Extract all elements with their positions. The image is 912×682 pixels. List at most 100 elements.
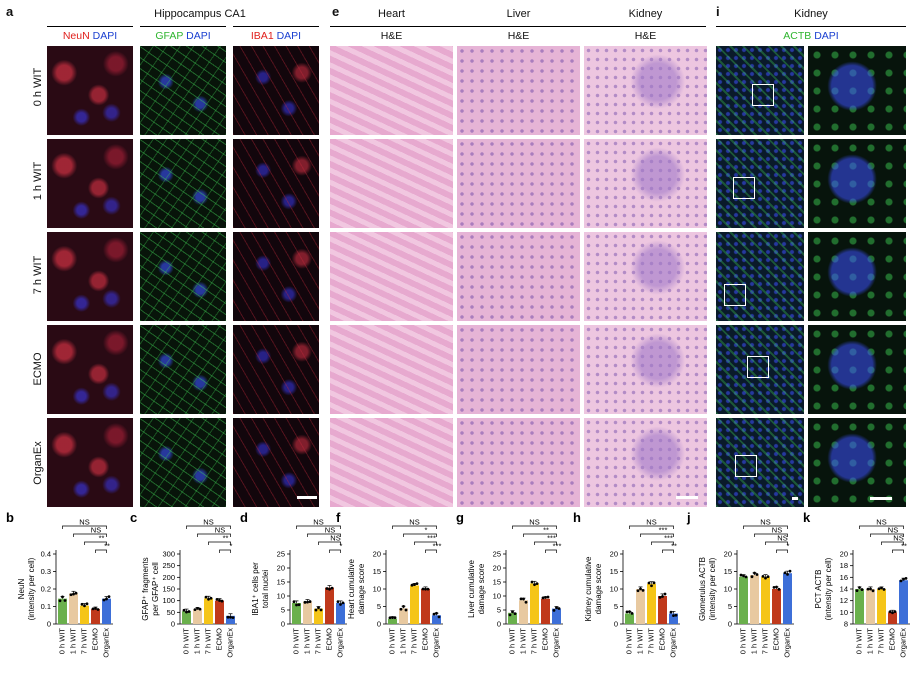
data-point bbox=[63, 599, 67, 602]
bar-0 bbox=[508, 612, 517, 624]
significance-bracket bbox=[870, 533, 904, 537]
data-point bbox=[858, 586, 861, 589]
data-point bbox=[292, 600, 296, 604]
heart-he-tile bbox=[330, 325, 453, 414]
chart-c: c GFAP⁺ fragments per GFAP⁺ cell 0 50 100 150 2… bbox=[130, 512, 237, 658]
x-tick-label: 0 h WIT bbox=[182, 628, 191, 655]
x-tick-label: OrganEx bbox=[226, 628, 235, 658]
x-tick-label: ECMO bbox=[658, 628, 667, 651]
x-tick-label: 1 h WIT bbox=[399, 628, 408, 655]
data-point bbox=[663, 592, 667, 596]
data-point bbox=[69, 593, 73, 597]
zoom-region-box bbox=[735, 455, 757, 477]
data-point bbox=[297, 603, 301, 607]
x-tick-label: 1 h WIT bbox=[519, 628, 528, 655]
significance-label: NS bbox=[325, 526, 335, 535]
iba1-tile bbox=[233, 139, 319, 228]
data-point bbox=[317, 606, 320, 610]
kidney-actb-zoom-tile bbox=[808, 232, 906, 321]
y-tick-label: 0.4 bbox=[41, 550, 51, 559]
iba1-tile bbox=[233, 232, 319, 321]
he-header: H&E bbox=[507, 30, 530, 42]
significance-label: NS bbox=[529, 518, 539, 527]
significance-bracket bbox=[307, 533, 341, 537]
x-tick-label: ECMO bbox=[325, 628, 334, 651]
gfap-tile bbox=[140, 232, 226, 321]
row-label-1h: 1 h WIT bbox=[32, 161, 44, 201]
data-point bbox=[198, 607, 202, 611]
data-point bbox=[891, 611, 894, 615]
y-tick-label: 18 bbox=[840, 561, 848, 570]
data-point bbox=[658, 595, 662, 599]
y-tick-label: 10 bbox=[373, 585, 381, 594]
row-label-ecmo: ECMO bbox=[32, 352, 44, 386]
significance-bracket bbox=[523, 533, 557, 537]
y-axis-label: damage score bbox=[357, 563, 366, 614]
kidney-actb-tile bbox=[716, 325, 804, 414]
data-point bbox=[72, 592, 75, 596]
data-point bbox=[61, 595, 64, 599]
significance-bracket bbox=[545, 549, 557, 553]
data-point bbox=[544, 595, 547, 599]
significance-label: *** bbox=[553, 542, 562, 551]
significance-label: *** bbox=[547, 534, 556, 543]
significance-label: NS bbox=[79, 518, 89, 527]
data-point bbox=[902, 577, 905, 581]
significance-label: ** bbox=[99, 534, 105, 543]
x-tick-label: 0 h WIT bbox=[388, 628, 397, 655]
x-tick-label: 1 h WIT bbox=[69, 628, 78, 655]
x-tick-label: OrganEx bbox=[899, 628, 908, 658]
x-tick-label: OrganEx bbox=[432, 628, 441, 658]
data-point bbox=[426, 587, 430, 591]
zoom-region-box bbox=[733, 177, 755, 199]
y-tick-label: 0 bbox=[171, 620, 175, 629]
data-point bbox=[546, 595, 550, 599]
bar-2 bbox=[647, 583, 656, 624]
significance-bracket bbox=[296, 525, 341, 529]
data-point bbox=[80, 602, 84, 606]
data-point bbox=[541, 596, 545, 600]
x-tick-label: ECMO bbox=[91, 628, 100, 651]
y-axis-label: per GFAP⁺ cell bbox=[151, 562, 160, 616]
kidney-actb-tile bbox=[716, 139, 804, 228]
header-rule bbox=[47, 26, 133, 27]
significance-bracket bbox=[403, 533, 437, 537]
data-point bbox=[413, 583, 416, 586]
bar-0 bbox=[292, 603, 301, 624]
x-tick-label: 7 h WIT bbox=[530, 628, 539, 655]
significance-label: * bbox=[787, 542, 790, 551]
x-tick-label: ECMO bbox=[772, 628, 781, 651]
significance-bracket bbox=[629, 525, 674, 529]
significance-label: *** bbox=[659, 526, 668, 535]
heart-he-tile bbox=[330, 46, 453, 135]
x-tick-label: ECMO bbox=[888, 628, 897, 651]
y-tick-label: 14 bbox=[840, 585, 848, 594]
kidney-actb-zoom-tile bbox=[808, 46, 906, 135]
chart-h: h Kidney cumulative damage score 0 5 10 15 20 0 … bbox=[573, 512, 680, 658]
heart-he-tile bbox=[330, 418, 453, 507]
data-point bbox=[437, 615, 441, 619]
panel-letter-j: j bbox=[686, 512, 691, 525]
data-point bbox=[893, 610, 897, 614]
significance-label: NS bbox=[888, 526, 898, 535]
x-tick-label: 1 h WIT bbox=[750, 628, 759, 655]
neun-tile bbox=[47, 232, 133, 321]
liver-he-tile bbox=[457, 325, 580, 414]
data-point bbox=[625, 610, 629, 614]
y-axis-label: damage score bbox=[477, 563, 486, 614]
data-point bbox=[336, 600, 340, 604]
kidney-he-tile bbox=[584, 139, 707, 228]
significance-bracket bbox=[892, 549, 904, 553]
y-tick-label: 300 bbox=[162, 550, 175, 559]
bar-1 bbox=[866, 589, 875, 624]
significance-label: ** bbox=[223, 534, 229, 543]
data-point bbox=[393, 616, 397, 620]
x-tick-label: 1 h WIT bbox=[303, 628, 312, 655]
y-tick-label: 25 bbox=[493, 550, 501, 559]
significance-bracket bbox=[765, 541, 788, 545]
bar-4 bbox=[432, 615, 441, 624]
data-point bbox=[209, 596, 213, 600]
hippocampus-header: Hippocampus CA1 bbox=[154, 8, 246, 20]
significance-label: NS bbox=[777, 534, 787, 543]
x-tick-label: 7 h WIT bbox=[761, 628, 770, 655]
